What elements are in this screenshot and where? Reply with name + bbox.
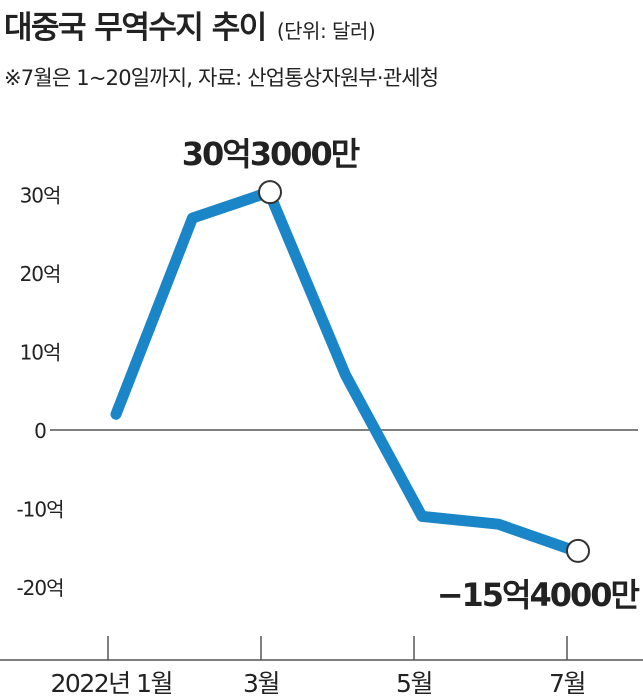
annotation-marker (258, 180, 282, 205)
chart-subtitle: ※7월은 1~20일까지, 자료: 산업통상자원부·관세청 (4, 66, 439, 90)
data-point (421, 515, 423, 517)
annotation-label-peak: 30억3000만 (182, 135, 360, 173)
data-point (115, 413, 117, 415)
y-tick-label: 20억 (20, 262, 61, 286)
y-tick-label: 10억 (20, 341, 61, 365)
data-point (345, 374, 346, 376)
y-tick-label: 0 (34, 419, 46, 443)
y-tick-label: -20억 (16, 576, 63, 600)
x-tick-label: 3월 (243, 669, 279, 698)
y-tick-label: -10억 (16, 498, 63, 522)
x-tick-label: 5월 (396, 669, 432, 698)
annotation-marker (566, 538, 590, 563)
x-tick-label: 7월 (549, 669, 585, 698)
y-tick-label: 30억 (20, 184, 61, 208)
data-point (192, 217, 193, 219)
x-tick-label: 2022년 1월 (51, 669, 172, 698)
title-row: 대중국 무역수지 추이 (단위: 달러) (4, 2, 376, 47)
series-line (110, 186, 581, 557)
annotation-label-end: −15억4000만 (437, 576, 640, 614)
data-point (498, 523, 499, 525)
unit-label: (단위: 달러) (276, 19, 376, 43)
chart-title: 대중국 무역수지 추이 (4, 10, 267, 46)
